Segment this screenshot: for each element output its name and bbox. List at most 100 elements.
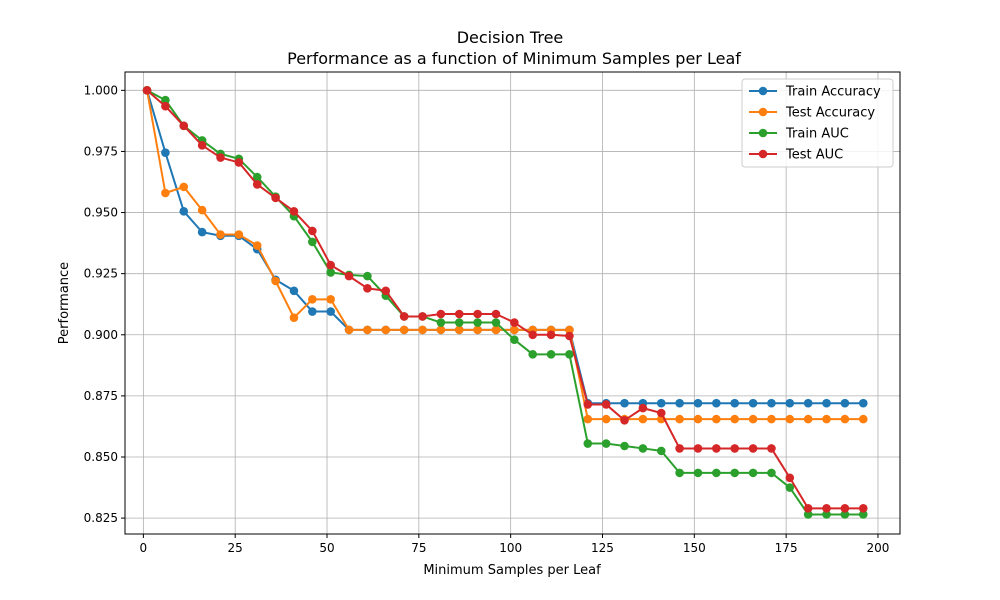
legend-item: Train AUC [749,127,849,142]
data-point-test-auc [363,284,372,293]
y-tick-label: 0.850 [84,450,118,464]
data-point-train-accuracy [748,398,758,408]
data-point-test-auc [767,444,776,453]
data-point-test-accuracy [693,414,703,424]
data-point-test-auc [436,309,446,319]
data-point-test-auc [161,101,170,111]
series-group [142,86,868,519]
data-point-train-accuracy [675,398,684,408]
series-line-train-auc [146,89,864,516]
data-point-train-accuracy [656,398,666,408]
data-point-test-auc [252,180,262,189]
legend-marker [758,107,768,117]
data-point-test-auc [308,226,317,236]
data-point-train-auc [858,510,868,519]
x-tick-label: 75 [411,541,426,555]
data-point-test-auc [271,193,280,203]
data-point-test-auc [326,260,335,270]
x-tick-label: 150 [683,541,706,555]
data-point-test-auc [344,271,354,281]
data-point-test-accuracy [510,325,519,335]
data-point-test-auc [454,309,464,319]
data-point-train-auc [693,468,703,478]
legend: Train Accuracy Test Accuracy Train AUC Test… [741,78,894,168]
data-point-test-accuracy [748,414,758,424]
data-point-test-auc [620,416,629,425]
data-point-test-accuracy [730,414,740,424]
data-point-test-auc [491,309,501,319]
series-train-auc [142,86,868,519]
data-point-test-accuracy [840,414,850,424]
data-point-test-auc [289,207,299,216]
x-tick-label: 100 [499,541,522,555]
data-point-test-accuracy [638,414,648,424]
data-point-test-accuracy [473,325,482,335]
data-point-train-accuracy [840,398,850,408]
legend-label: Train Accuracy [785,85,881,100]
data-point-test-accuracy [252,241,262,250]
data-point-train-auc [803,510,813,519]
data-point-test-accuracy [767,414,776,424]
data-point-test-auc [712,444,721,453]
data-point-test-accuracy [803,414,813,424]
data-point-test-auc [546,330,556,340]
data-point-test-accuracy [271,276,280,286]
data-point-train-accuracy [197,227,207,237]
data-point-test-auc [840,504,850,513]
x-tick-label: 125 [591,541,614,555]
data-point-train-auc [161,95,170,105]
data-point-train-auc [491,318,501,327]
data-point-test-auc [510,318,519,327]
data-point-test-accuracy [344,325,354,335]
legend-marker [758,86,768,96]
series-line-test-auc [146,89,864,510]
data-point-train-auc [748,468,758,478]
legend-item: Test AUC [749,148,843,163]
y-tick-label: 0.950 [84,206,118,220]
data-point-train-auc [767,468,776,478]
data-point-train-accuracy [693,398,703,408]
y-tick-label: 0.900 [84,328,118,342]
data-point-train-auc [473,318,482,327]
y-tick-label: 0.925 [84,267,118,281]
data-point-train-auc [565,350,574,359]
data-point-train-accuracy [712,398,721,408]
data-point-test-accuracy [858,414,868,424]
data-point-train-accuracy [803,398,813,408]
data-point-test-auc [197,141,207,150]
data-point-test-auc [601,400,611,409]
data-point-train-auc [308,237,317,247]
x-axis-label: Minimum Samples per Leaf [423,563,601,578]
data-point-test-accuracy [491,325,501,335]
data-point-train-accuracy [620,398,629,408]
plot-frame [124,71,901,535]
data-point-train-auc [656,446,666,456]
data-point-test-accuracy [234,230,244,239]
data-point-train-accuracy [308,307,317,316]
x-tick-label: 25 [228,541,243,555]
data-point-test-auc [858,504,868,513]
data-point-test-accuracy [583,414,593,424]
data-point-train-accuracy [822,398,831,408]
data-point-train-auc [730,468,740,478]
data-point-test-accuracy [565,325,574,335]
data-point-test-auc [730,444,740,453]
chart-title: Decision Tree [457,28,564,47]
data-point-test-accuracy [216,230,225,239]
data-point-train-auc [528,350,538,359]
data-point-test-accuracy [712,414,721,424]
x-tick-label: 50 [319,541,334,555]
data-point-train-auc [326,268,335,277]
data-point-test-auc [638,403,648,413]
legend-box [741,78,894,168]
data-point-train-auc [712,468,721,478]
data-point-train-accuracy [161,148,170,157]
y-tick-label: 0.975 [84,144,118,158]
axis-ticks: 0 25 50 75 100 125 150 175 200 0.825 0.850 0.875 0.9… [84,83,890,555]
data-point-train-auc [546,350,556,359]
data-point-train-auc [510,335,519,344]
data-point-train-auc [601,439,611,448]
data-point-test-accuracy [179,182,189,192]
data-point-test-accuracy [601,414,611,424]
